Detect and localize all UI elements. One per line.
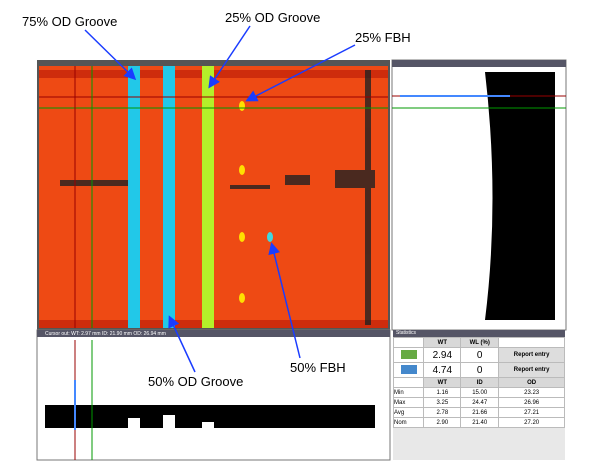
cell: 24.47 [461, 398, 499, 408]
panel-header [392, 60, 566, 67]
cell: Max [394, 398, 424, 408]
icon [401, 350, 417, 359]
annotation: 50% FBH [290, 360, 346, 375]
cell [394, 363, 424, 378]
bscan-panel [37, 330, 390, 460]
cell: 23.23 [499, 388, 565, 398]
cell: WT [424, 338, 461, 348]
cell: Avg [394, 408, 424, 418]
annotation: 50% OD Groove [148, 374, 243, 389]
groove-50 [163, 66, 175, 328]
button[interactable]: Report entry [499, 363, 565, 378]
cell: 27.21 [499, 408, 565, 418]
cell: Nom [394, 418, 424, 428]
cell: 15.00 [461, 388, 499, 398]
cell: WL (%) [461, 338, 499, 348]
cell: 26.96 [499, 398, 565, 408]
cell: 3.25 [424, 398, 461, 408]
cell [499, 338, 565, 348]
cell: OD [499, 378, 565, 388]
cell: Min [394, 388, 424, 398]
groove-25 [202, 66, 214, 328]
groove-75 [128, 66, 140, 328]
fbh-50 [267, 232, 273, 242]
page: {"annotations":["75% OD Groove","25% OD … [0, 0, 596, 473]
panel-title: Cursor out: WT: 2.97 mm ID: 21.90 mm OD:… [45, 331, 166, 337]
icon [401, 365, 417, 374]
cell: 4.74 [424, 363, 461, 378]
cell: 21.40 [461, 418, 499, 428]
cell: 0 [461, 348, 499, 363]
cell: 0 [461, 363, 499, 378]
cell: 2.78 [424, 408, 461, 418]
button[interactable]: Report entry [499, 348, 565, 363]
cell: 2.94 [424, 348, 461, 363]
cell: 1.16 [424, 388, 461, 398]
cell: 21.66 [461, 408, 499, 418]
cell: 27.20 [499, 418, 565, 428]
cell [394, 348, 424, 363]
panel-title: Statistics [393, 330, 565, 337]
annotation: 25% OD Groove [225, 10, 320, 25]
cell [394, 338, 424, 348]
annotation: 75% OD Groove [22, 14, 117, 29]
cell: ID [461, 378, 499, 388]
cell: 2.90 [424, 418, 461, 428]
cell: WT [424, 378, 461, 388]
annotation: 25% FBH [355, 30, 411, 45]
cell [394, 378, 424, 388]
